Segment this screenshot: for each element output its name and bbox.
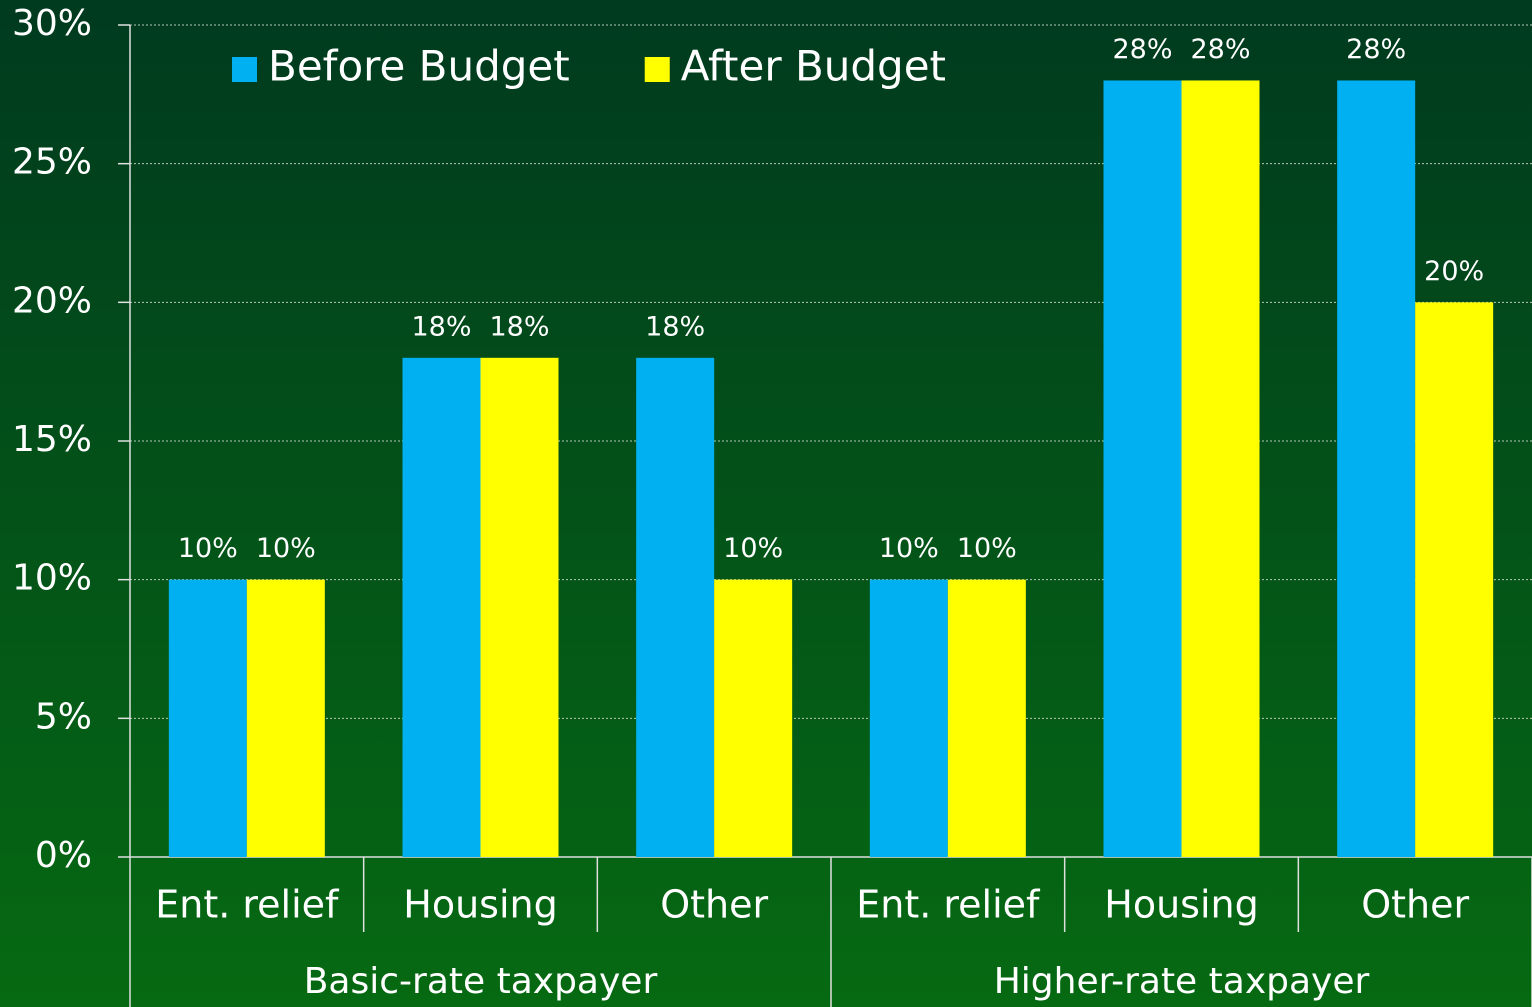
value-label: 28% bbox=[1190, 34, 1250, 65]
group-label: Higher-rate taxpayer bbox=[994, 961, 1370, 1002]
value-label: 28% bbox=[1112, 34, 1172, 65]
value-label: 20% bbox=[1424, 256, 1484, 287]
value-label: 10% bbox=[957, 533, 1017, 564]
value-label: 10% bbox=[723, 533, 783, 564]
bar bbox=[402, 357, 481, 857]
value-label: 18% bbox=[645, 311, 705, 342]
legend-label: After Budget bbox=[681, 42, 946, 91]
y-tick-label: 0% bbox=[35, 835, 92, 876]
x-tick-label: Ent. relief bbox=[856, 883, 1041, 927]
legend-swatch bbox=[232, 57, 257, 82]
bar bbox=[636, 357, 715, 857]
bar bbox=[168, 579, 247, 857]
value-label: 18% bbox=[411, 311, 471, 342]
x-tick-label: Housing bbox=[1104, 883, 1258, 927]
bar bbox=[869, 579, 948, 857]
value-label: 10% bbox=[256, 533, 316, 564]
value-label: 28% bbox=[1346, 34, 1406, 65]
bar bbox=[947, 579, 1026, 857]
bar bbox=[1415, 302, 1494, 857]
bar bbox=[480, 357, 559, 857]
y-tick-label: 5% bbox=[35, 696, 92, 737]
bar bbox=[1103, 80, 1182, 857]
y-tick-label: 20% bbox=[12, 280, 92, 321]
bar bbox=[1181, 80, 1260, 857]
value-label: 10% bbox=[178, 533, 238, 564]
bar bbox=[1337, 80, 1416, 857]
legend-swatch bbox=[644, 57, 670, 82]
bar bbox=[246, 579, 325, 857]
value-label: 10% bbox=[879, 533, 939, 564]
y-tick-label: 10% bbox=[12, 558, 92, 599]
group-label: Basic-rate taxpayer bbox=[304, 961, 658, 1002]
bar bbox=[714, 579, 793, 857]
x-tick-label: Ent. relief bbox=[155, 883, 340, 927]
x-tick-label: Other bbox=[1361, 883, 1469, 927]
legend-label: Before Budget bbox=[268, 42, 570, 91]
y-tick-label: 25% bbox=[12, 142, 92, 183]
value-label: 18% bbox=[489, 311, 549, 342]
y-tick-label: 15% bbox=[12, 419, 92, 460]
y-tick-label: 30% bbox=[12, 3, 92, 44]
x-tick-label: Housing bbox=[403, 883, 557, 927]
x-tick-label: Other bbox=[660, 883, 768, 927]
